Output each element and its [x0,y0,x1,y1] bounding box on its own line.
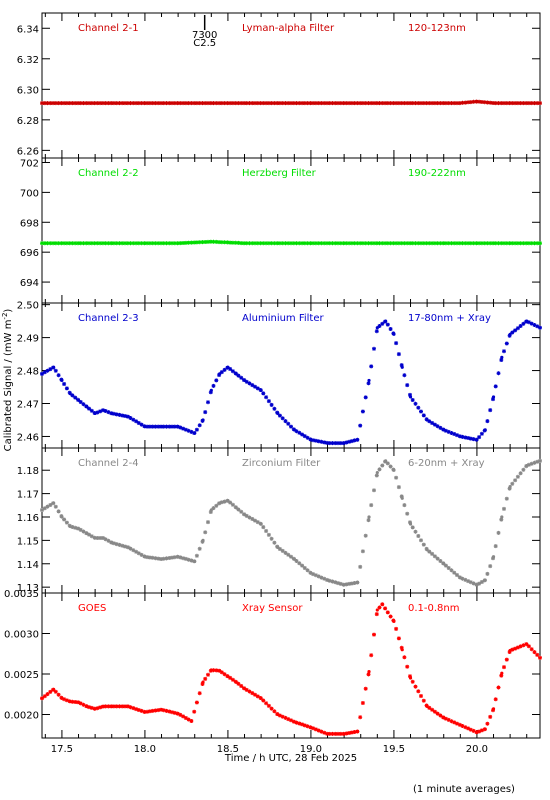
panel-label: Zirconium Filter [242,458,321,469]
x-tick-label: 18.0 [134,744,156,755]
data-point [367,378,371,383]
panel-frame [41,592,541,739]
data-point [375,608,379,612]
y-tick-label: 702 [20,158,39,169]
y-tick-label: 0.0030 [4,630,39,641]
data-point [500,355,504,359]
panel-label: Xray Sensor [242,603,303,614]
panel-1: 6.26 6.28 6.30 6.32 6.34 Channel 2-1 Lyman-alp… [17,12,542,159]
y-tick-label: 2.48 [17,367,39,378]
panel-4: 1.13 1.14 1.15 1.16 1.17 1.18 Channel 2-4 Zirco… [17,447,542,594]
averaging-note: (1 minute averages) [413,784,515,795]
x-tick-label: 17.5 [51,744,73,755]
panel-label: Herzberg Filter [242,168,317,179]
panel-label: Aluminium Filter [242,313,325,324]
y-tick-label: 1.14 [17,560,39,571]
y-tick-label: 696 [20,248,39,259]
y-tick-label: 1.16 [17,513,39,524]
series-markers [40,99,542,106]
data-point [367,669,371,674]
x-tick-label: 19.0 [300,744,322,755]
y-tick-label: 2.50 [17,301,39,312]
y-tick-label: 0.0025 [4,670,39,681]
panel-label: 0.1-0.8nm [408,603,460,614]
y-tick-label: 1.18 [17,466,39,477]
x-tick-label: 20.0 [466,744,488,755]
panel-3: 2.46 2.47 2.48 2.49 2.50 Channel 2-3 Aluminium… [17,301,542,449]
y-tick-label: 2.46 [17,432,39,443]
panel-label: Channel 2-3 [78,313,139,324]
y-tick-label: 0.0035 [4,589,39,600]
y-axis-label: Calibrated Signal / (mW m-2) [1,309,14,452]
panel-label: GOES [78,603,106,614]
panel-label: Channel 2-1 [78,23,139,34]
y-tick-label: 1.17 [17,490,39,501]
series-markers [40,458,542,587]
y-tick-label: 1.13 [17,583,39,594]
panel-label: 120-123nm [408,23,466,34]
y-tick-label: 6.34 [17,24,39,35]
panel-label: 190-222nm [408,168,466,179]
panel-label: 17-80nm + Xray [408,313,491,324]
y-tick-label: 2.49 [17,334,39,345]
series-markers [40,239,542,246]
panel-2: 694 696 698 700 702 Channel 2-2 Herzberg Filte… [20,157,542,304]
panel-5: 0.0020 0.0025 0.0030 0.0035 GOES Xray Sensor 0… [4,589,542,755]
y-tick-label: 6.26 [17,146,39,157]
panel-frame [41,12,541,159]
panel-frame [41,157,541,304]
series-markers [40,602,542,736]
panel-frame [41,447,541,594]
y-tick-label: 698 [20,218,39,229]
data-point [500,515,504,519]
x-tick-label: 19.5 [383,744,405,755]
y-tick-label: 1.15 [17,536,39,547]
y-tick-label: 700 [20,188,39,199]
y-tick-label: 6.28 [17,116,39,127]
flare-class-label: C2.5 [193,38,216,49]
y-tick-label: 0.0020 [4,711,39,722]
data-point [375,470,379,475]
y-tick-label: 2.47 [17,400,39,411]
data-point [367,515,371,519]
y-tick-label: 6.30 [17,85,39,96]
flare-time-label: 7300 [192,30,217,41]
x-axis-label: Time / h UTC, 28 Feb 2025 [224,753,357,764]
panel-label: Channel 2-4 [78,458,139,469]
series-markers [40,319,542,446]
x-tick-label: 18.5 [217,744,239,755]
panel-label: 6-20nm + Xray [408,458,485,469]
panel-label: Channel 2-2 [78,168,139,179]
y-tick-label: 6.32 [17,55,39,66]
y-tick-label: 694 [20,278,39,289]
panel-label: Lyman-alpha Filter [242,23,335,34]
